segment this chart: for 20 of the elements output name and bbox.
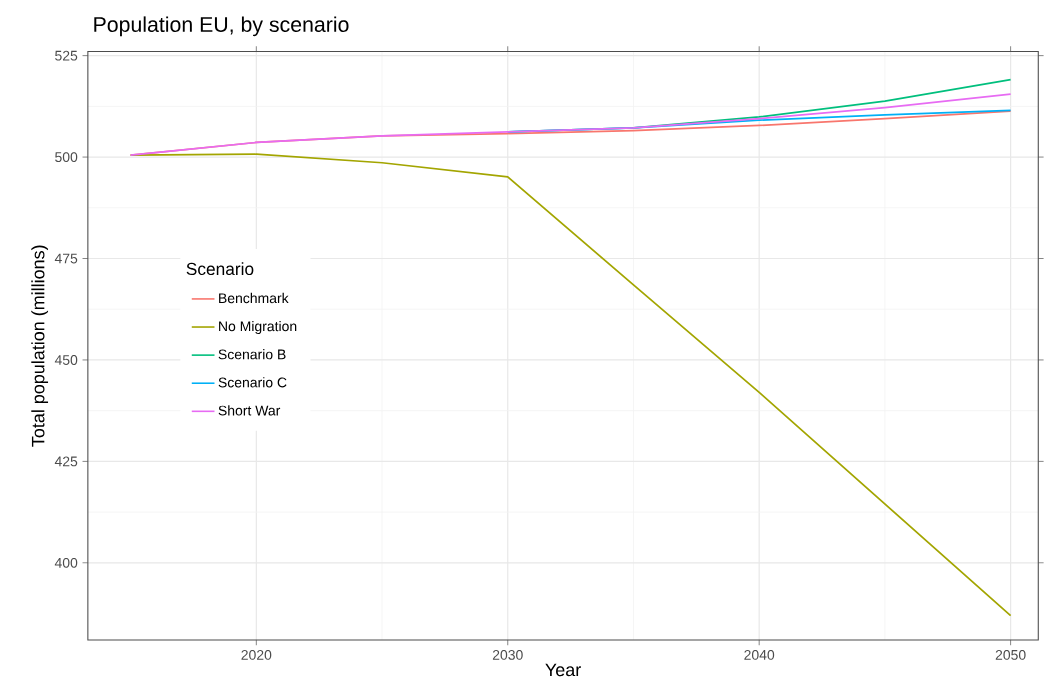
y-tick-label: 400	[54, 557, 78, 568]
y-tick-label: 450	[54, 355, 78, 365]
legend-title: Scenario	[186, 262, 254, 276]
x-axis-title: Year	[545, 663, 581, 677]
y-tick-label: 475	[54, 253, 78, 264]
line-series	[129, 93, 1012, 156]
y-tick-label: 425	[54, 456, 78, 467]
chart-title: Population EU, by scenario	[94, 16, 349, 37]
y-tick-label: 525	[55, 50, 78, 61]
legend-label: Benchmark	[219, 292, 289, 304]
legend-label: Short War	[218, 405, 281, 416]
y-axis-title: Total population (millions)	[31, 245, 49, 447]
y-tick-label: 500	[55, 152, 78, 163]
x-tick-label: 2020	[241, 650, 272, 660]
x-tick-label: 2050	[995, 650, 1026, 660]
legend-label: No Migration	[219, 321, 297, 335]
legend-label: Scenario B	[218, 349, 286, 360]
x-tick-label: 2030	[492, 650, 523, 660]
legend-label: Scenario C	[218, 377, 287, 388]
x-tick-label: 2040	[744, 650, 775, 660]
